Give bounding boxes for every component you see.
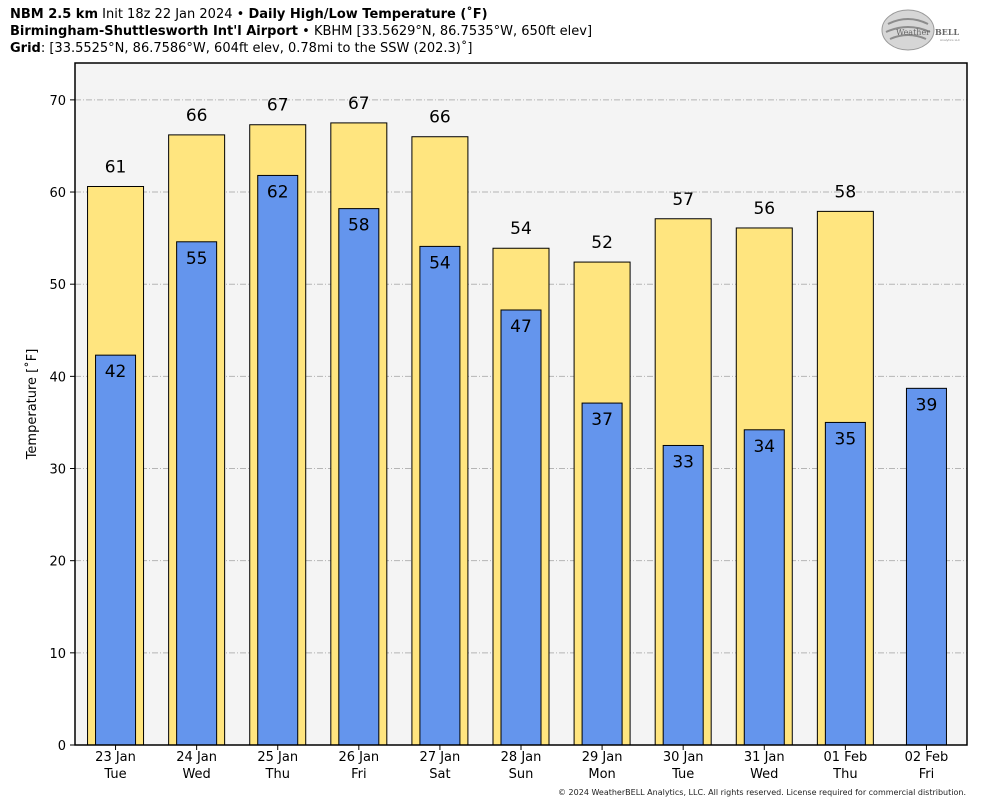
x-tick-label-day: Fri [351,767,367,782]
x-tick-label-date: 25 Jan [257,750,298,765]
weatherbell-logo: Weather BELL Analytics LLC [881,9,960,51]
low-temp-label: 58 [348,216,370,236]
x-tick-label-day: Tue [103,767,126,782]
chart-header-line-1: NBM 2.5 km Init 18z 22 Jan 2024 • Daily … [10,7,488,23]
low-temp-bar [257,174,299,746]
copyright-notice: © 2024 WeatherBELL Analytics, LLC. All r… [558,788,966,797]
chart-header-line-3: Grid: [33.5525°N, 86.7586°W, 604ft elev,… [10,41,472,57]
x-tick-label-day: Sat [429,767,450,782]
low-temp-label: 39 [916,395,938,415]
station-info: KBHM [33.5629°N, 86.7535°W, 650ft elev] [313,24,593,39]
x-tick-label-date: 26 Jan [338,750,379,765]
logo-text-a: Weather [896,28,930,37]
x-tick-label-date: 29 Jan [582,750,623,765]
low-temp-label: 34 [753,437,775,457]
y-axis-label: Temperature [˚F] [24,349,40,461]
station-name: Birmingham-Shuttlesworth Int'l Airport [10,24,299,39]
high-temp-label: 54 [510,219,532,239]
low-temp-bar [95,354,137,746]
low-temp-bar [500,309,542,746]
y-tick-label: 0 [58,739,66,754]
high-temp-label: 56 [753,199,775,219]
x-tick-label-date: 27 Jan [420,750,461,765]
low-temp-bar [743,429,785,746]
x-tick-label-day: Thu [265,767,290,782]
y-tick-label: 30 [49,463,66,478]
y-tick-label: 20 [49,555,66,570]
high-temp-label: 57 [672,190,694,210]
low-temp-label: 55 [186,249,208,269]
model-name: NBM 2.5 km [10,7,98,22]
axes: 0 10 20 30 40 50 60 70 23 Jan Tue 24 Jan Wed 25 Jan T… [49,94,948,782]
logo-swirl [885,18,931,40]
x-tick-label-day: Wed [750,767,778,782]
x-tick-label-day: Sun [509,767,534,782]
low-temp-label: 33 [672,452,694,472]
x-tick-label-day: Thu [832,767,857,782]
high-temp-label: 58 [835,182,857,202]
low-temp-bar [176,241,218,746]
bars: 61 42 66 55 67 62 67 58 66 54 54 47 52 37 57 33 56 34 58 35… [87,94,947,746]
header-separator: • [302,24,310,39]
y-tick-label: 40 [49,370,66,385]
logo-text-b: BELL [935,27,959,37]
high-temp-label: 61 [105,157,127,177]
logo-subtext: Analytics LLC [940,38,960,42]
high-temp-label: 66 [429,108,451,128]
x-tick-label-date: 24 Jan [176,750,217,765]
x-tick-label-date: 02 Feb [905,750,949,765]
y-tick-label: 70 [49,94,66,109]
low-temp-label: 37 [591,410,613,430]
high-temp-label: 67 [267,96,289,116]
high-temp-label: 52 [591,233,613,253]
init-time: Init 18z 22 Jan 2024 [102,7,233,22]
x-tick-label-day: Tue [671,767,694,782]
grid-info: : [33.5525°N, 86.7586°W, 604ft elev, 0.7… [40,41,473,56]
low-temp-label: 35 [835,429,857,449]
product-title: Daily High/Low Temperature (˚F) [248,7,488,22]
x-tick-label-day: Mon [588,767,615,782]
y-tick-label: 10 [49,647,66,662]
logo-globe [881,9,935,51]
low-temp-label: 54 [429,253,451,273]
x-tick-label-date: 31 Jan [744,750,785,765]
high-temp-label: 66 [186,106,208,126]
low-temp-label: 62 [267,182,289,202]
low-temp-bar [905,387,947,746]
x-tick-label-day: Fri [919,767,935,782]
low-temp-bar [338,208,380,746]
y-tick-label: 50 [49,278,66,293]
low-temp-label: 47 [510,317,532,337]
low-temp-bar [662,444,704,746]
low-temp-bar [824,421,866,746]
header-separator: • [236,7,245,22]
y-tick-label: 60 [49,186,66,201]
x-tick-label-date: 01 Feb [824,750,868,765]
chart-header-line-2: Birmingham-Shuttlesworth Int'l Airport •… [10,24,592,40]
x-tick-label-date: 23 Jan [95,750,136,765]
x-tick-label-date: 28 Jan [501,750,542,765]
x-tick-label-day: Wed [182,767,210,782]
high-temp-label: 67 [348,94,370,114]
grid-label: Grid [10,41,41,56]
x-tick-label-date: 30 Jan [663,750,704,765]
low-temp-bar [419,245,461,746]
low-temp-label: 42 [105,362,127,382]
low-temp-bar [581,402,623,746]
